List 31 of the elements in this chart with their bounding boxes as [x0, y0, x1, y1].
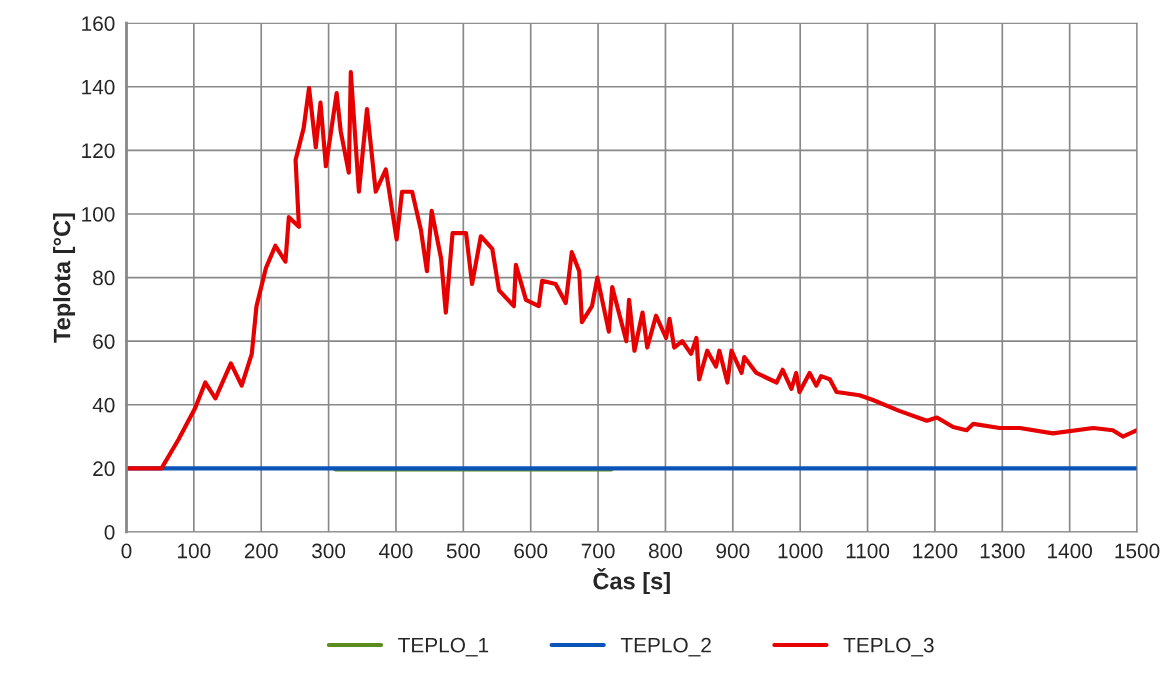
y-tick-label: 140: [82, 79, 115, 95]
x-tick-label: 100: [178, 543, 211, 559]
x-tick-label: 500: [446, 543, 480, 559]
y-tick-label: 160: [82, 16, 115, 31]
x-tick-label: 1200: [913, 543, 958, 559]
legend-label: TEPLO_1: [398, 637, 489, 657]
x-tick-label: 1400: [1048, 543, 1093, 559]
x-tick-label: 900: [716, 543, 750, 559]
y-tick-label: 0: [104, 524, 115, 540]
x-tick-label: 1500: [1115, 543, 1160, 559]
x-tick-label: 1000: [778, 543, 823, 559]
x-tick-label: 700: [581, 543, 615, 559]
y-tick-label: 20: [93, 461, 115, 477]
x-tick-label: 200: [244, 543, 278, 559]
x-tick-label: 300: [312, 543, 346, 559]
x-tick-label: 400: [379, 543, 413, 559]
y-tick-label: 120: [82, 143, 115, 159]
y-tick-label: 100: [82, 206, 115, 222]
x-tick-label: 1100: [846, 543, 890, 559]
legend-label: TEPLO_2: [620, 637, 711, 657]
line-series: [126, 70, 1138, 471]
y-tick-label: 60: [93, 334, 115, 349]
x-tick-label: 1300: [980, 543, 1025, 559]
x-tick-label: 600: [514, 543, 548, 559]
x-tick-label: 800: [648, 543, 683, 559]
legend-label: TEPLO_3: [843, 637, 934, 657]
y-tick-label: 80: [93, 270, 115, 286]
x-axis-title: Čas [s]: [593, 568, 670, 595]
y-tick-label: 40: [92, 397, 115, 413]
x-tick-label: 0: [121, 543, 132, 559]
y-axis-title: Teplota [°C]: [53, 213, 76, 343]
